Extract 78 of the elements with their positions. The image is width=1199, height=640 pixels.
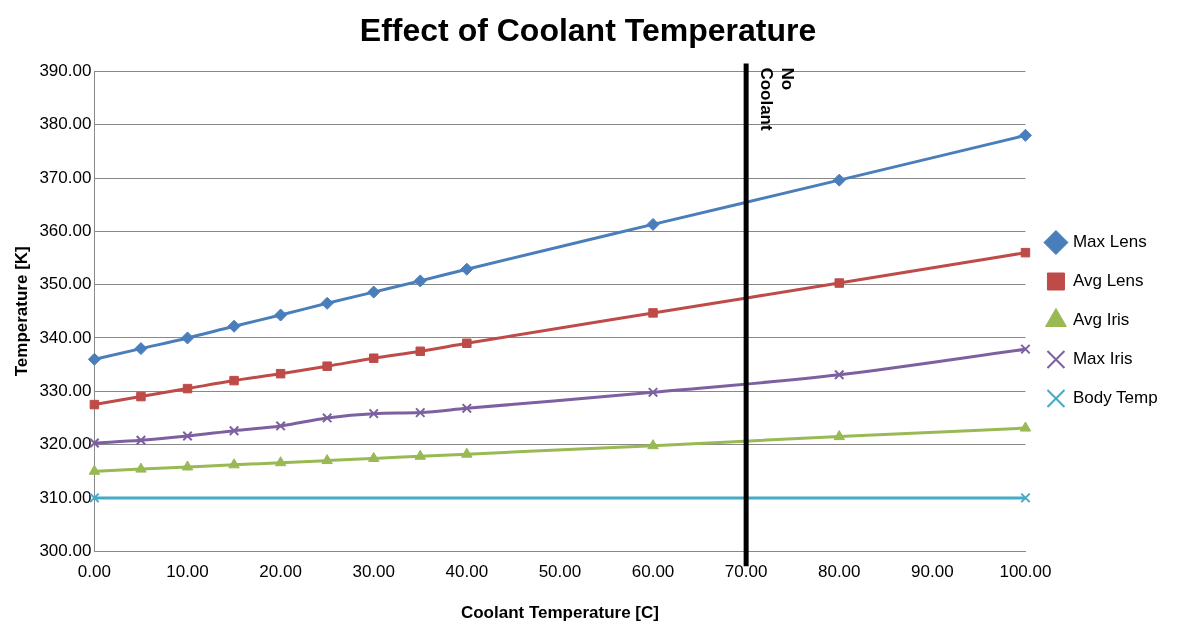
point <box>322 361 332 371</box>
y-tick-label: 380.00 <box>39 114 92 134</box>
point <box>274 456 287 467</box>
point <box>368 408 379 419</box>
y-tick-label: 340.00 <box>39 327 92 347</box>
point <box>415 407 426 418</box>
point <box>275 368 286 379</box>
x-tick-label: 20.00 <box>259 562 302 582</box>
point <box>415 346 426 357</box>
point <box>228 425 240 436</box>
y-tick-label: 370.00 <box>39 167 92 187</box>
point <box>87 352 101 366</box>
point <box>181 331 194 345</box>
y-tick-label: 390.00 <box>39 61 92 81</box>
point <box>413 274 427 288</box>
x-tick-label: 70.00 <box>724 562 768 582</box>
point <box>274 308 288 322</box>
y-tick-label: 360.00 <box>39 221 92 241</box>
point <box>367 285 381 299</box>
legend-label: Max Iris <box>1072 349 1133 369</box>
point <box>647 439 659 450</box>
point <box>321 454 333 465</box>
legend-label: Avg Iris <box>1072 310 1130 330</box>
point <box>461 403 473 414</box>
y-tick-label: 330.00 <box>39 380 92 400</box>
x-tick-label: 50.00 <box>538 562 582 582</box>
x-tick-label: 30.00 <box>352 562 395 582</box>
point <box>647 387 659 398</box>
point <box>321 412 333 424</box>
x-tick-label: 90.00 <box>911 562 954 582</box>
y-tick-label: 350.00 <box>39 274 92 294</box>
x-tick-label: 0.00 <box>77 562 111 582</box>
chart-title: Effect of Coolant Temperature <box>359 12 817 49</box>
point <box>320 296 334 310</box>
point <box>832 173 846 187</box>
point <box>227 319 241 333</box>
point <box>460 262 474 276</box>
point <box>134 342 148 356</box>
point <box>135 435 147 446</box>
point <box>1020 343 1031 355</box>
x-tick-label: 40.00 <box>445 562 489 582</box>
x-axis-title: Coolant Temperature [C] <box>460 603 659 623</box>
y-tick-label: 300.00 <box>39 540 92 560</box>
point <box>1019 421 1032 432</box>
point <box>834 369 845 380</box>
point <box>182 430 193 442</box>
ref-line-label: No Coolant <box>757 67 798 132</box>
point <box>833 430 845 441</box>
legend-label: Body Temp <box>1072 388 1158 408</box>
point <box>182 383 193 394</box>
point <box>368 451 380 462</box>
y-tick-label: 310.00 <box>39 487 92 507</box>
point <box>181 460 194 471</box>
point <box>89 399 100 410</box>
point <box>1018 128 1032 142</box>
point <box>648 308 658 318</box>
point <box>834 278 844 288</box>
point <box>135 462 147 473</box>
y-axis-title: Temperature [K] <box>11 246 31 377</box>
point <box>414 449 426 460</box>
x-tick-label: 100.00 <box>999 562 1052 582</box>
point <box>88 464 101 475</box>
legend-label: Avg Lens <box>1072 271 1144 291</box>
y-tick-label: 320.00 <box>39 434 92 454</box>
point <box>368 353 379 363</box>
point <box>1020 492 1031 504</box>
point <box>462 338 472 349</box>
x-tick-label: 60.00 <box>631 562 675 582</box>
point <box>229 375 239 386</box>
point <box>228 458 240 469</box>
legend-label: Max Lens <box>1072 232 1147 252</box>
point <box>1020 247 1031 258</box>
point <box>461 447 473 458</box>
point <box>275 420 286 432</box>
point <box>646 217 660 231</box>
x-tick-label: 80.00 <box>817 562 861 582</box>
point <box>136 391 146 402</box>
x-tick-label: 10.00 <box>166 562 209 582</box>
